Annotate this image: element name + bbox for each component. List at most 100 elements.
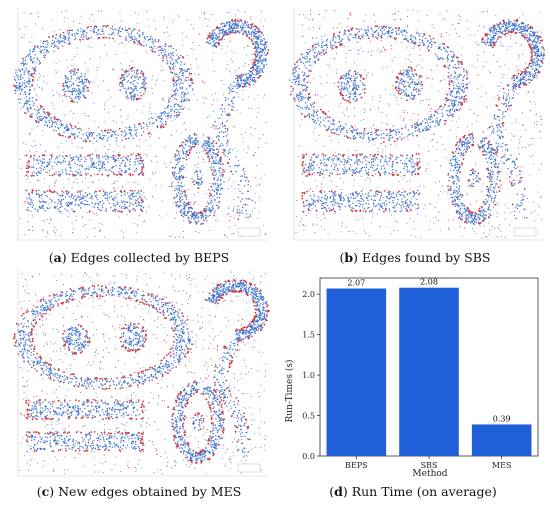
point	[134, 93, 136, 96]
point	[63, 114, 65, 116]
point	[66, 126, 69, 128]
point	[322, 41, 324, 43]
point	[264, 94, 266, 96]
point	[197, 212, 199, 215]
point	[91, 134, 94, 136]
point	[129, 174, 132, 177]
point	[120, 195, 123, 197]
point	[78, 196, 80, 198]
point	[63, 89, 65, 91]
point	[183, 69, 185, 72]
point	[354, 82, 357, 84]
point	[170, 71, 172, 74]
point	[203, 12, 206, 14]
point	[173, 69, 175, 71]
point	[170, 109, 172, 111]
point	[167, 45, 170, 48]
point	[405, 35, 407, 37]
point	[124, 172, 127, 174]
point	[169, 116, 172, 118]
point	[97, 202, 99, 205]
point	[299, 92, 301, 94]
point	[139, 160, 141, 162]
point	[111, 191, 113, 193]
point	[201, 222, 204, 225]
point	[37, 117, 39, 119]
point	[159, 42, 161, 44]
point	[15, 81, 18, 84]
point	[296, 93, 298, 96]
point	[413, 83, 416, 85]
point	[383, 33, 385, 36]
point	[170, 62, 172, 65]
point	[466, 74, 468, 76]
point	[128, 195, 130, 198]
point	[38, 77, 40, 79]
point	[349, 77, 351, 79]
point	[95, 166, 97, 168]
point	[123, 200, 125, 203]
point	[335, 36, 337, 38]
point	[29, 74, 31, 77]
point	[186, 98, 188, 100]
point	[236, 209, 238, 211]
point	[220, 45, 223, 47]
point	[112, 158, 115, 160]
point	[35, 168, 38, 170]
point	[206, 209, 208, 211]
point	[64, 161, 66, 163]
point	[25, 154, 28, 157]
point	[147, 125, 149, 128]
point	[197, 157, 199, 159]
point	[260, 40, 262, 43]
point	[304, 78, 306, 80]
point	[35, 191, 37, 193]
point	[87, 138, 89, 140]
point	[164, 54, 166, 56]
point	[252, 135, 254, 137]
point	[20, 85, 22, 88]
point	[449, 93, 451, 95]
point	[126, 207, 129, 209]
point	[121, 201, 124, 204]
point	[164, 146, 166, 148]
point	[254, 61, 256, 64]
point	[251, 200, 253, 202]
point	[194, 201, 196, 203]
point	[194, 134, 196, 137]
point	[130, 95, 133, 98]
point	[87, 86, 89, 89]
point	[123, 87, 125, 89]
point	[224, 233, 226, 235]
point	[26, 100, 28, 102]
point	[261, 50, 263, 52]
point	[160, 127, 162, 129]
point	[221, 168, 224, 171]
point	[247, 216, 249, 219]
point	[22, 142, 24, 144]
point	[23, 12, 25, 14]
point	[228, 21, 231, 23]
point	[107, 174, 109, 177]
point	[187, 217, 189, 220]
point	[240, 85, 242, 87]
point	[130, 81, 132, 84]
point	[26, 221, 29, 223]
point	[182, 108, 185, 110]
point	[32, 157, 35, 160]
point	[137, 154, 140, 156]
point	[442, 58, 444, 60]
point	[366, 34, 368, 36]
point	[28, 229, 30, 231]
point	[31, 128, 33, 130]
point	[340, 124, 342, 127]
point	[128, 201, 131, 203]
point	[134, 209, 136, 212]
point	[261, 70, 264, 73]
point	[242, 28, 244, 30]
point	[217, 138, 220, 140]
point	[202, 215, 204, 218]
point	[150, 49, 152, 51]
point	[185, 141, 187, 143]
point	[28, 162, 30, 164]
